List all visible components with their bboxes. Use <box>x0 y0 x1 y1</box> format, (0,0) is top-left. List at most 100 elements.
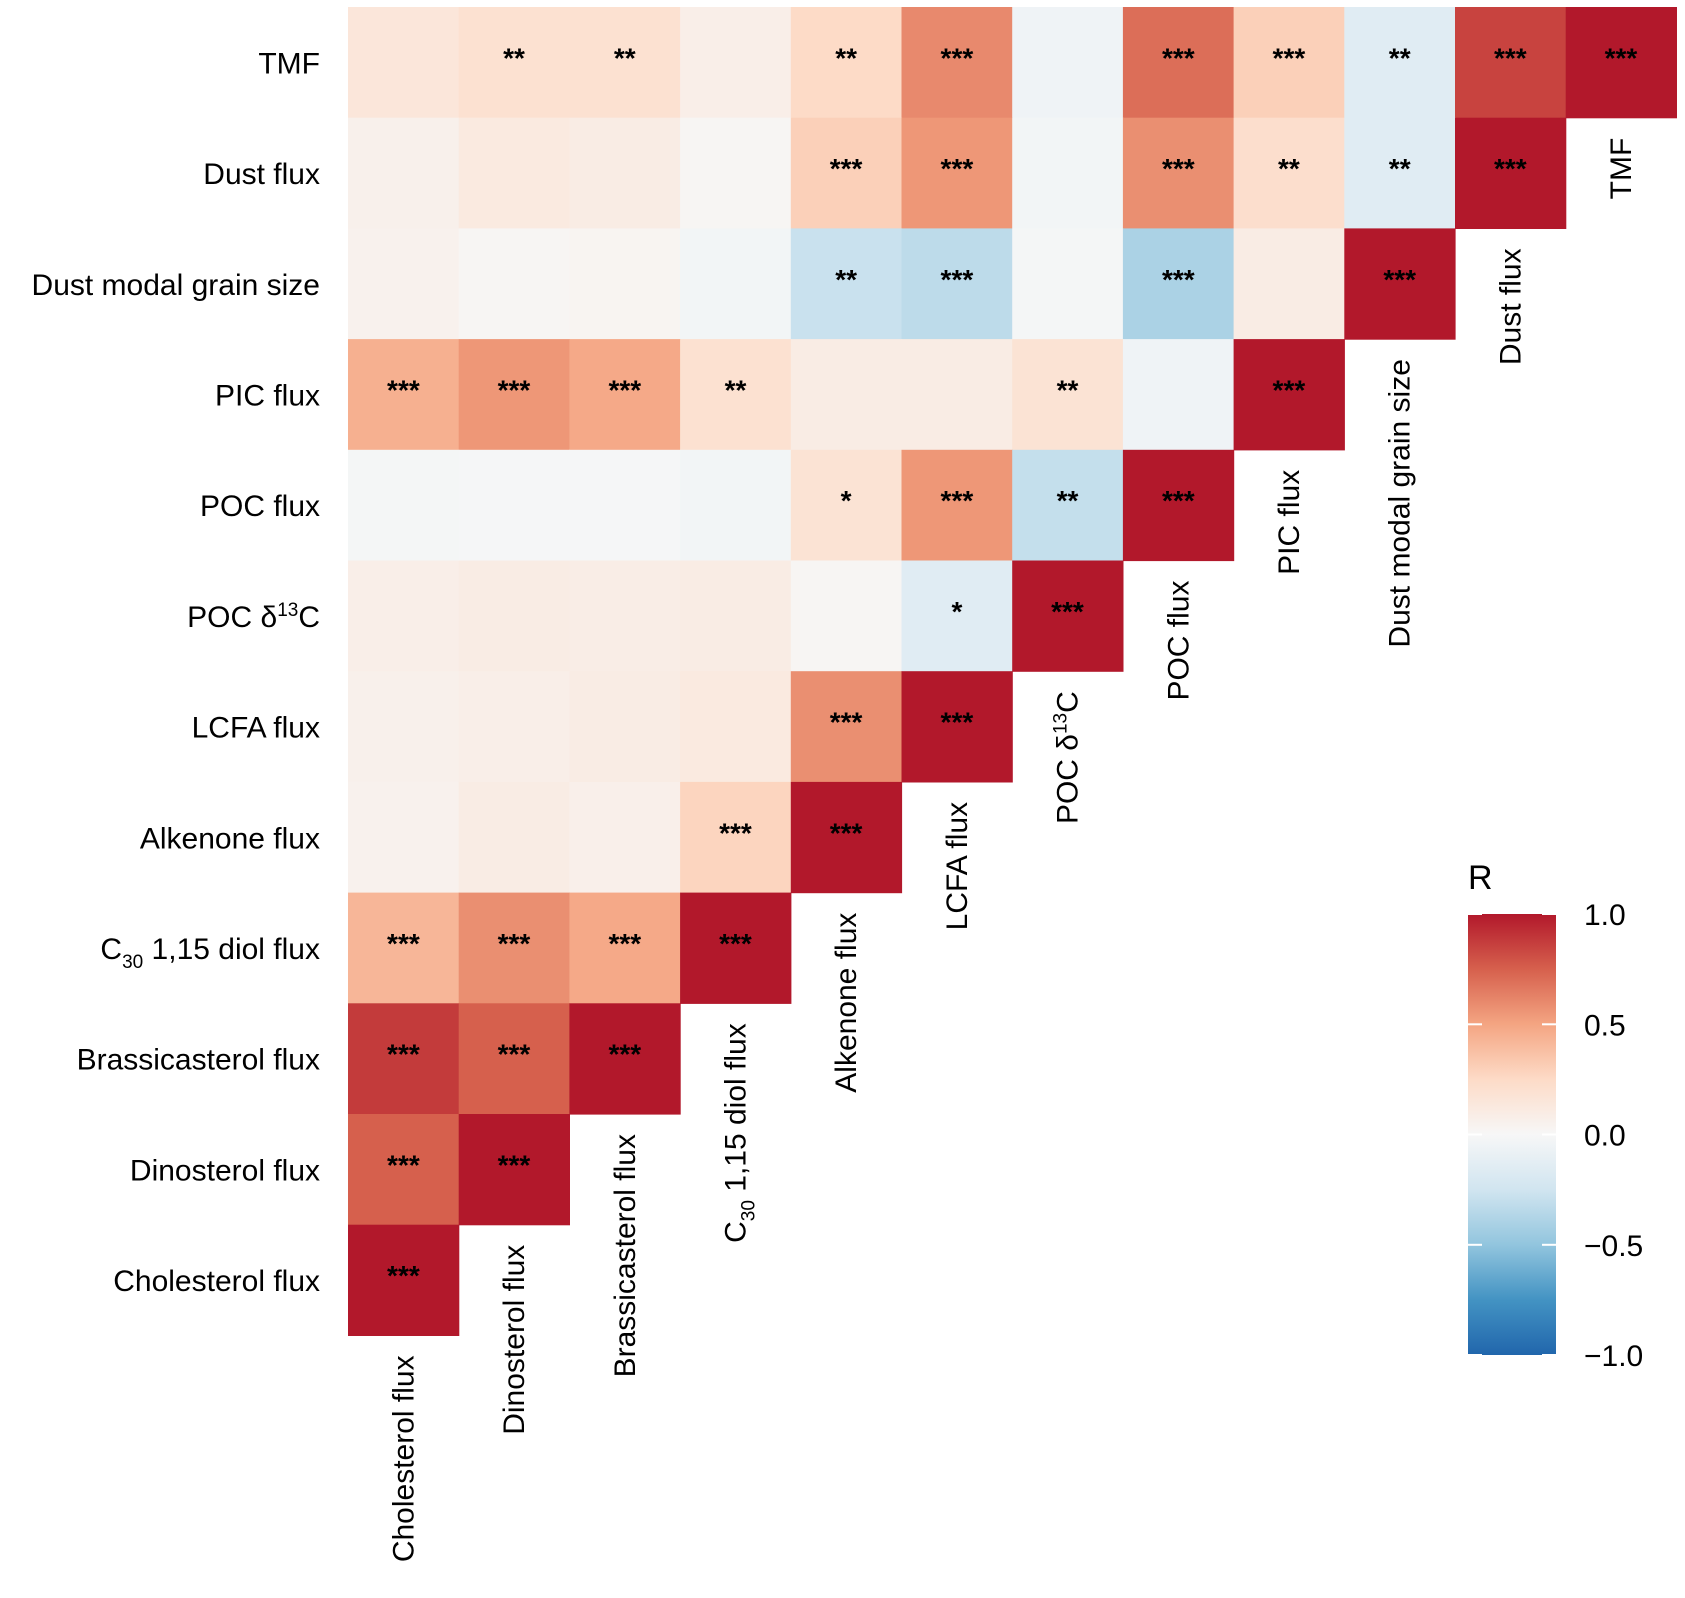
heatmap-cell-dust-modal-grain-size-brassicasterol-flux <box>569 228 681 340</box>
significance-mark: ** <box>1057 375 1079 406</box>
row-label-lcfa-flux: LCFA flux <box>192 712 320 745</box>
heatmap-cell-poc-13c-c30-1-15-diol-flux <box>680 560 792 672</box>
heatmap-cell-pic-flux-poc-flux <box>1122 339 1235 451</box>
row-label-poc-flux: POC flux <box>200 490 320 523</box>
heatmap-cell-dust-flux-poc-flux <box>1122 117 1235 229</box>
heatmap-cell-lcfa-flux-lcfa-flux <box>901 671 1013 783</box>
heatmap-cell-alkenone-flux-cholesterol-flux <box>348 781 460 894</box>
heatmap-cell-alkenone-flux-alkenone-flux <box>790 781 903 894</box>
heatmap-cell-tmf-cholesterol-flux <box>348 7 460 119</box>
significance-mark: ** <box>1278 153 1300 184</box>
heatmap-cell-cholesterol-flux-cholesterol-flux <box>348 1224 460 1336</box>
significance-marks: ** ** ** *** *** *** ** *** ****** *** *** ** ** ****… <box>387 42 1637 1291</box>
significance-mark: *** <box>941 485 974 516</box>
heatmap-cell-lcfa-flux-cholesterol-flux <box>348 671 460 783</box>
column-label-dinosterol-flux: Dinosterol flux <box>498 1245 531 1435</box>
significance-mark: *** <box>830 153 863 184</box>
heatmap-cell-poc-flux-poc-flux <box>1122 449 1235 562</box>
significance-mark: *** <box>830 707 863 738</box>
significance-mark: * <box>951 596 962 627</box>
significance-mark: *** <box>608 375 641 406</box>
column-label-lcfa-flux: LCFA flux <box>941 802 974 930</box>
legend-tick-label: 0.5 <box>1584 1009 1626 1042</box>
heatmap-cell-tmf-dinosterol-flux <box>458 7 570 119</box>
heatmap-cell-brassicasterol-flux-cholesterol-flux <box>348 1003 460 1115</box>
heatmap-cell-poc-13c-alkenone-flux <box>790 560 903 672</box>
row-label-cholesterol-flux: Cholesterol flux <box>113 1265 320 1298</box>
row-label-tmf: TMF <box>258 47 320 80</box>
heatmap-cell-tmf-lcfa-flux <box>901 7 1013 119</box>
significance-mark: *** <box>498 928 531 959</box>
significance-mark: *** <box>1162 485 1195 516</box>
significance-mark: *** <box>719 817 752 848</box>
heatmap-cell-dust-modal-grain-size-cholesterol-flux <box>348 228 460 340</box>
heatmap-cell-dust-modal-grain-size-dust-modal-grain-size <box>1344 228 1456 340</box>
column-label-alkenone-flux: Alkenone flux <box>830 913 863 1093</box>
heatmap-cell-dust-flux-pic-flux <box>1233 117 1345 229</box>
column-label-poc-flux: POC flux <box>1162 581 1195 701</box>
heatmap-cell-tmf-tmf <box>1565 7 1677 119</box>
heatmap-cell-tmf-poc-flux <box>1122 7 1235 119</box>
column-label-dust-modal-grain-size: Dust modal grain size <box>1384 359 1417 647</box>
heatmap-cell-dust-modal-grain-size-alkenone-flux <box>790 228 903 340</box>
significance-mark: *** <box>387 1039 420 1070</box>
heatmap-cell-dust-flux-dust-flux <box>1455 117 1567 229</box>
row-label-alkenone-flux: Alkenone flux <box>140 822 320 855</box>
heatmap-cell-tmf-pic-flux <box>1233 7 1345 119</box>
significance-mark: *** <box>387 928 420 959</box>
heatmap-cell-pic-flux-cholesterol-flux <box>348 339 460 451</box>
significance-mark: * <box>841 485 852 516</box>
row-label-dinosterol-flux: Dinosterol flux <box>130 1154 320 1187</box>
heatmap-cell-dust-flux-dust-modal-grain-size <box>1344 117 1456 229</box>
heatmap-cell-dinosterol-flux-dinosterol-flux <box>458 1114 570 1226</box>
column-label-brassicasterol-flux: Brassicasterol flux <box>609 1134 642 1377</box>
significance-mark: *** <box>1494 42 1527 73</box>
column-label-tmf: TMF <box>1605 138 1638 200</box>
heatmap-cell-tmf-alkenone-flux <box>790 7 903 119</box>
heatmap-cell-poc-flux-lcfa-flux <box>901 449 1013 562</box>
significance-mark: *** <box>1051 596 1084 627</box>
heatmap-cell-poc-13c-lcfa-flux <box>901 560 1013 672</box>
column-label-cholesterol-flux: Cholesterol flux <box>387 1355 420 1562</box>
heatmap-cell-dust-modal-grain-size-pic-flux <box>1233 228 1345 340</box>
heatmap-cell-lcfa-flux-c30-1-15-diol-flux <box>680 671 792 783</box>
legend-tick-label: −1.0 <box>1584 1340 1643 1373</box>
column-label-pic-flux: PIC flux <box>1273 470 1306 575</box>
heatmap-cell-tmf-c30-1-15-diol-flux <box>680 7 792 119</box>
significance-mark: ** <box>835 42 857 73</box>
heatmap-cells <box>348 7 1677 1336</box>
heatmap-cell-c30-1-15-diol-flux-dinosterol-flux <box>458 892 570 1004</box>
heatmap-cell-brassicasterol-flux-dinosterol-flux <box>458 1003 570 1115</box>
significance-mark: *** <box>941 42 974 73</box>
heatmap-cell-pic-flux-alkenone-flux <box>790 339 903 451</box>
significance-mark: *** <box>941 264 974 295</box>
significance-mark: *** <box>608 1039 641 1070</box>
significance-mark: *** <box>1383 264 1416 295</box>
significance-mark: ** <box>503 42 525 73</box>
row-label-dust-flux: Dust flux <box>203 158 320 191</box>
significance-mark: *** <box>1162 264 1195 295</box>
significance-mark: *** <box>941 707 974 738</box>
heatmap-cell-dust-modal-grain-size-c30-1-15-diol-flux <box>680 228 792 340</box>
heatmap-cell-poc-13c-poc-13c <box>1012 560 1124 672</box>
heatmap-cell-poc-flux-alkenone-flux <box>790 449 903 562</box>
significance-mark: *** <box>1273 42 1306 73</box>
significance-mark: *** <box>608 928 641 959</box>
significance-mark: ** <box>1389 42 1411 73</box>
heatmap-cell-poc-13c-cholesterol-flux <box>348 560 460 672</box>
significance-mark: *** <box>498 1149 531 1180</box>
color-legend: R 1.0 0.5 0.0 −0.5 −1.0 <box>1468 859 1643 1373</box>
heatmap-cell-dust-modal-grain-size-poc-flux <box>1122 228 1235 340</box>
row-label-brassicasterol-flux: Brassicasterol flux <box>77 1044 320 1077</box>
heatmap-cell-alkenone-flux-c30-1-15-diol-flux <box>680 781 792 894</box>
significance-mark: *** <box>941 153 974 184</box>
heatmap-cell-poc-flux-dinosterol-flux <box>458 449 570 562</box>
heatmap-cell-dinosterol-flux-cholesterol-flux <box>348 1114 460 1226</box>
heatmap-cell-poc-flux-cholesterol-flux <box>348 449 460 562</box>
heatmap-cell-pic-flux-brassicasterol-flux <box>569 339 681 451</box>
heatmap-cell-dust-flux-brassicasterol-flux <box>569 117 681 229</box>
heatmap-cell-pic-flux-pic-flux <box>1233 339 1345 451</box>
heatmap-cell-pic-flux-dinosterol-flux <box>458 339 570 451</box>
column-labels: Cholesterol flux Dinosterol flux Brassicas… <box>387 138 1638 1562</box>
